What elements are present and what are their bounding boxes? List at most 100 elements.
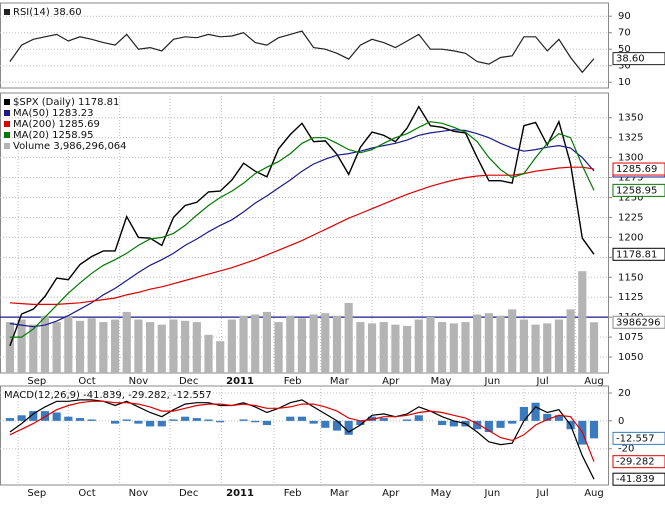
bar: [52, 322, 61, 373]
panel-frame: [0, 2, 609, 89]
bar: [169, 419, 178, 421]
bar: [332, 315, 342, 373]
bar: [438, 420, 447, 426]
x-tick-label: Apr: [382, 376, 400, 387]
bar: [379, 322, 388, 373]
bar: [554, 319, 564, 373]
bar: [309, 314, 318, 373]
y-tick-label: 1275: [618, 173, 643, 184]
bar: [496, 420, 505, 428]
x-tick-label: 2011: [226, 488, 254, 499]
bar: [297, 416, 307, 421]
legend-swatch: [4, 132, 10, 138]
y-tick-label: 1225: [618, 212, 643, 223]
bar: [554, 415, 564, 421]
value-tag: -29.282: [616, 457, 655, 468]
y-tick-label: 1300: [618, 153, 643, 164]
value-tag-box: [612, 472, 665, 486]
y-tick-label: 1125: [618, 292, 643, 303]
bar: [332, 420, 342, 431]
bar: [262, 420, 272, 426]
bar: [449, 323, 458, 373]
legend-label: MA(20) 1258.95: [13, 130, 94, 141]
bar: [589, 420, 599, 439]
bar: [426, 317, 435, 373]
bar: [449, 420, 458, 427]
bar: [204, 334, 213, 373]
bar: [531, 402, 540, 421]
bar: [146, 420, 155, 427]
bar: [75, 418, 85, 421]
y-tick-label: 90: [618, 11, 631, 22]
bar: [367, 416, 377, 421]
x-tick-label: Aug: [584, 488, 604, 499]
legend-swatch: [4, 9, 10, 15]
bar: [5, 418, 15, 421]
bar: [239, 419, 248, 421]
bar: [64, 416, 73, 421]
x-tick-label: Nov: [129, 376, 149, 387]
bar: [192, 418, 201, 421]
bar: [356, 322, 365, 373]
legend-label: MA(200) 1285.69: [13, 119, 100, 130]
bar: [379, 418, 388, 421]
y-tick-label: 1325: [618, 133, 643, 144]
value-tag: -12.557: [616, 433, 655, 444]
bar: [286, 315, 295, 373]
bar: [134, 420, 143, 424]
line: [9, 400, 595, 462]
x-tick-label: Oct: [78, 376, 95, 387]
x-tick-label: Mar: [330, 488, 350, 499]
bar: [29, 324, 38, 373]
y-tick-label: 1150: [618, 272, 643, 283]
bar: [543, 413, 552, 421]
value-tag: -41.839: [616, 474, 655, 485]
bar: [216, 420, 225, 423]
bar: [251, 420, 260, 423]
bar: [519, 319, 528, 373]
bar: [438, 322, 447, 373]
bar: [110, 319, 120, 373]
y-tick-label: 1075: [618, 332, 643, 343]
bar: [566, 309, 575, 373]
bar: [17, 415, 26, 421]
bar: [157, 420, 166, 427]
legend-swatch: [4, 110, 10, 116]
line: [9, 30, 595, 74]
bar: [40, 411, 50, 421]
value-tag-box: [612, 247, 665, 261]
y-tick-label: 1350: [618, 113, 643, 124]
bar: [508, 309, 517, 373]
value-tag-box: [612, 52, 665, 66]
y-tick-label: -20: [618, 444, 634, 455]
x-tick-label: Nov: [129, 488, 149, 499]
x-tick-label: Jul: [536, 488, 549, 499]
bar: [192, 322, 201, 373]
value-tag: 1178.81: [616, 249, 657, 260]
bar: [531, 324, 540, 373]
x-tick-label: 2011: [226, 376, 254, 387]
bar: [146, 322, 155, 373]
bar: [519, 406, 528, 421]
legend-label: $SPX (Daily) 1178.81: [13, 97, 119, 108]
bar: [461, 322, 470, 373]
y-tick-label: 0: [618, 416, 624, 427]
bar: [543, 323, 552, 373]
x-tick-label: May: [431, 488, 452, 499]
bar: [414, 319, 423, 373]
y-tick-label: 20: [618, 388, 631, 399]
bar: [5, 322, 15, 373]
bar: [52, 412, 61, 421]
bar: [344, 303, 353, 373]
value-tag: 38.60: [616, 54, 645, 65]
x-tick-label: Jun: [484, 488, 501, 499]
x-tick-label: Jul: [536, 376, 549, 387]
bar: [508, 420, 517, 424]
bar: [110, 420, 120, 424]
legend-label: MA(50) 1283.23: [13, 108, 94, 119]
line: [9, 121, 595, 338]
x-tick-label: Aug: [584, 376, 604, 387]
x-tick-label: Apr: [382, 488, 400, 499]
x-tick-label: Oct: [78, 488, 95, 499]
